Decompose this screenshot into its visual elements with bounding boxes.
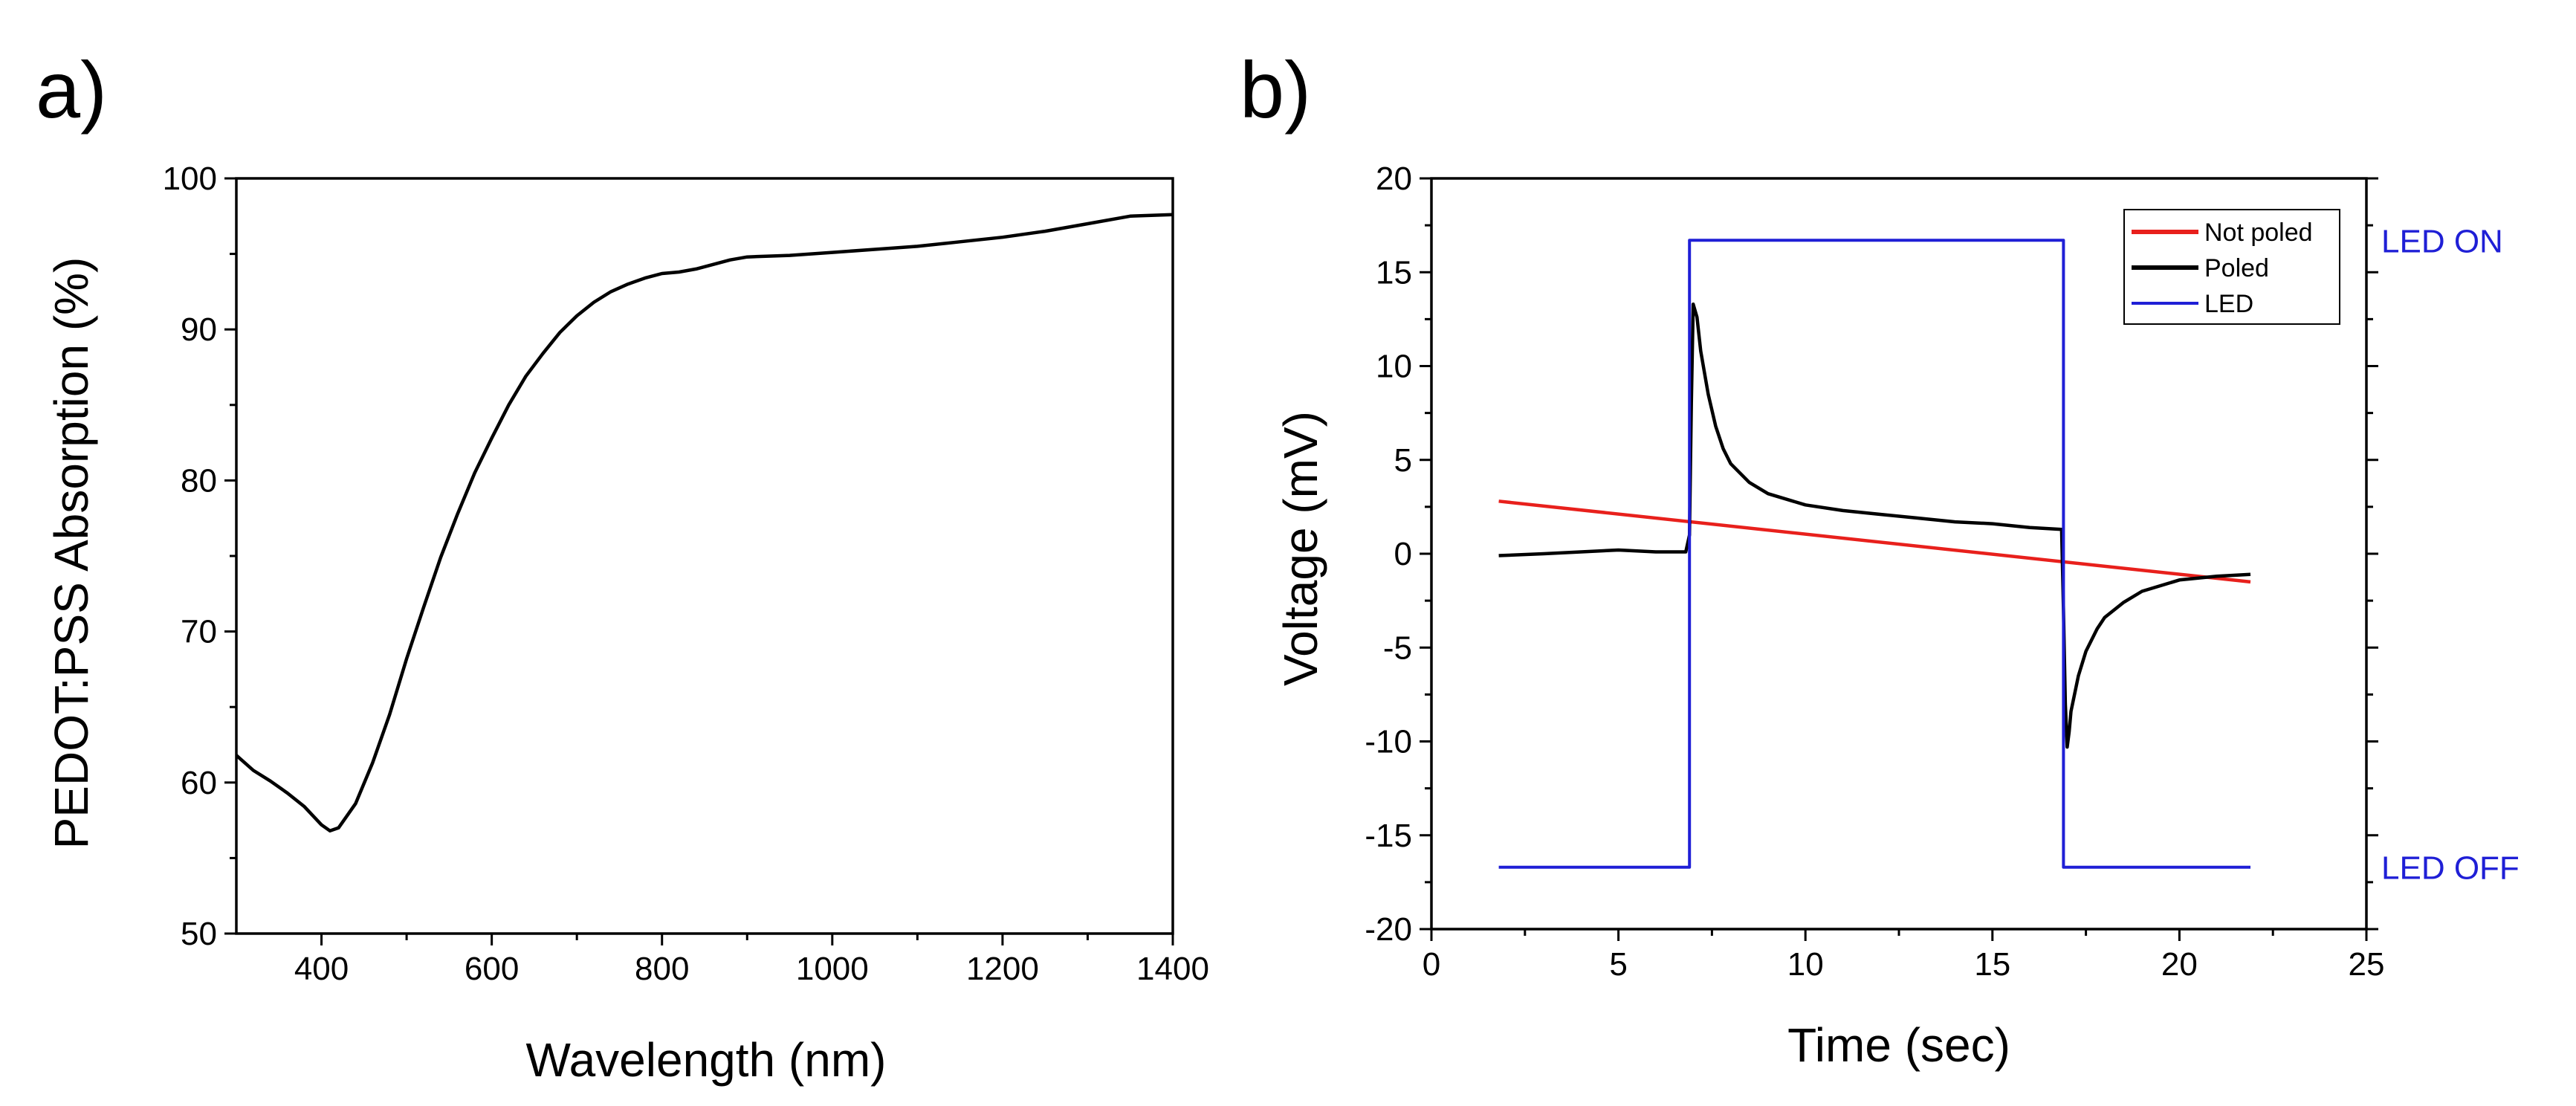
x-tick-label: 10 <box>1787 946 1824 983</box>
panel-label-b: b) <box>1240 45 1311 135</box>
y-tick-label: -15 <box>1365 818 1412 854</box>
panel-b-voltage-chart: b) 0 5 10 15 20 25 -20 -15 -10 -5 0 5 10 15 20 Time (s… <box>1240 45 2520 1072</box>
legend-label: LED <box>2204 290 2253 318</box>
x-tick-label: 1200 <box>966 951 1039 987</box>
series-line-pedot-pss-absorption <box>236 213 1173 833</box>
y-tick-label: 0 <box>1394 536 1412 572</box>
legend-label: Not poled <box>2204 219 2313 247</box>
y-tick-label: 60 <box>181 765 217 801</box>
plot-frame <box>235 177 1174 935</box>
panel-label-a: a) <box>36 45 107 135</box>
y-tick-label: 70 <box>181 614 217 650</box>
x-axis-title-b: Time (sec) <box>1787 1018 2010 1072</box>
led-on-label: LED ON <box>2381 223 2503 259</box>
y-tick-label: 20 <box>1376 161 1412 197</box>
legend-b: Not poled Poled LED <box>2123 209 2340 325</box>
x-tick-label: 20 <box>2161 946 2198 983</box>
led-off-label: LED OFF <box>2381 850 2520 887</box>
legend-label: Poled <box>2204 254 2269 282</box>
x-tick-label: 400 <box>294 951 349 987</box>
plot-area-a: 400 600 800 1000 1200 1400 50 60 70 80 90 100 <box>163 161 1209 987</box>
x-tick-label: 1400 <box>1136 951 1209 987</box>
series-line-not-poled <box>1498 499 2251 584</box>
y-tick-label: 15 <box>1376 254 1412 291</box>
x-tick-label: 0 <box>1423 946 1440 983</box>
x-tick-label: 600 <box>465 951 519 987</box>
y-tick-label: 10 <box>1376 349 1412 385</box>
x-tick-label: 15 <box>1974 946 2010 983</box>
x-tick-label: 5 <box>1609 946 1627 983</box>
y-tick-label: 100 <box>163 161 217 197</box>
y-tick-label: 80 <box>181 462 217 499</box>
y-tick-label: -10 <box>1365 724 1412 760</box>
panel-a-absorption-chart: a) 400 600 800 1000 1200 1400 50 60 70 80 90 100 Wa… <box>36 45 1209 1087</box>
y-tick-label: 5 <box>1394 442 1412 479</box>
x-tick-label: 25 <box>2349 946 2385 983</box>
y-tick-label: 50 <box>181 916 217 952</box>
y-tick-label: 90 <box>181 311 217 348</box>
y-axis-title-a: PEDOT:PSS Absorption (%) <box>45 257 98 850</box>
x-tick-label: 1000 <box>796 951 869 987</box>
x-tick-label: 800 <box>635 951 689 987</box>
series-line-led <box>1498 239 2250 869</box>
series-line-poled <box>1498 302 2251 749</box>
plot-area-b: 0 5 10 15 20 25 -20 -15 -10 -5 0 5 10 15 20 <box>1365 161 2384 983</box>
y-tick-label: -20 <box>1365 911 1412 948</box>
y-tick-label: -5 <box>1383 630 1412 666</box>
x-axis-title-a: Wavelength (nm) <box>526 1033 887 1087</box>
y-axis-title-b: Voltage (mV) <box>1274 411 1327 686</box>
